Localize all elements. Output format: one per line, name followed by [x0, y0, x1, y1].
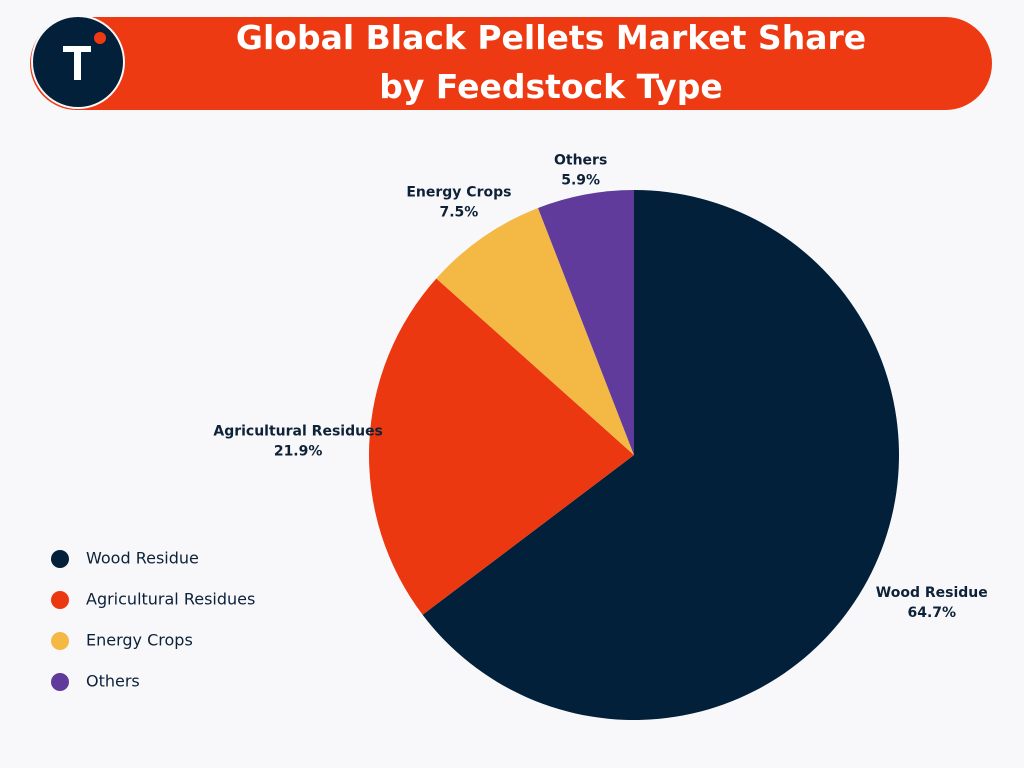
logo-dot [94, 32, 106, 44]
slice-label: Energy Crops [406, 185, 511, 201]
legend-swatch [51, 550, 69, 568]
legend-swatch [51, 673, 69, 691]
slice-value: 5.9% [561, 173, 600, 189]
logo-mark [74, 46, 81, 80]
legend-swatch [51, 591, 69, 609]
pie-slice [369, 278, 634, 615]
pie-slice [537, 190, 634, 455]
legend-label: Energy Crops [86, 631, 193, 650]
slice-label: Wood Residue [876, 585, 988, 601]
pie-slice [436, 208, 634, 455]
slice-label: Others [554, 153, 607, 169]
slice-label: Agricultural Residues [213, 423, 383, 439]
legend-swatch [51, 632, 69, 650]
slice-value: 64.7% [907, 605, 956, 621]
chart-title: Global Black Pellets Market Share by Fee… [235, 18, 867, 106]
legend-label: Wood Residue [86, 549, 199, 568]
pie-slice [422, 190, 900, 721]
slice-value: 7.5% [439, 205, 478, 221]
slice-value: 21.9% [274, 443, 323, 459]
legend-label: Agricultural Residues [86, 590, 255, 609]
legend-label: Others [86, 672, 140, 691]
title-banner [30, 17, 992, 110]
